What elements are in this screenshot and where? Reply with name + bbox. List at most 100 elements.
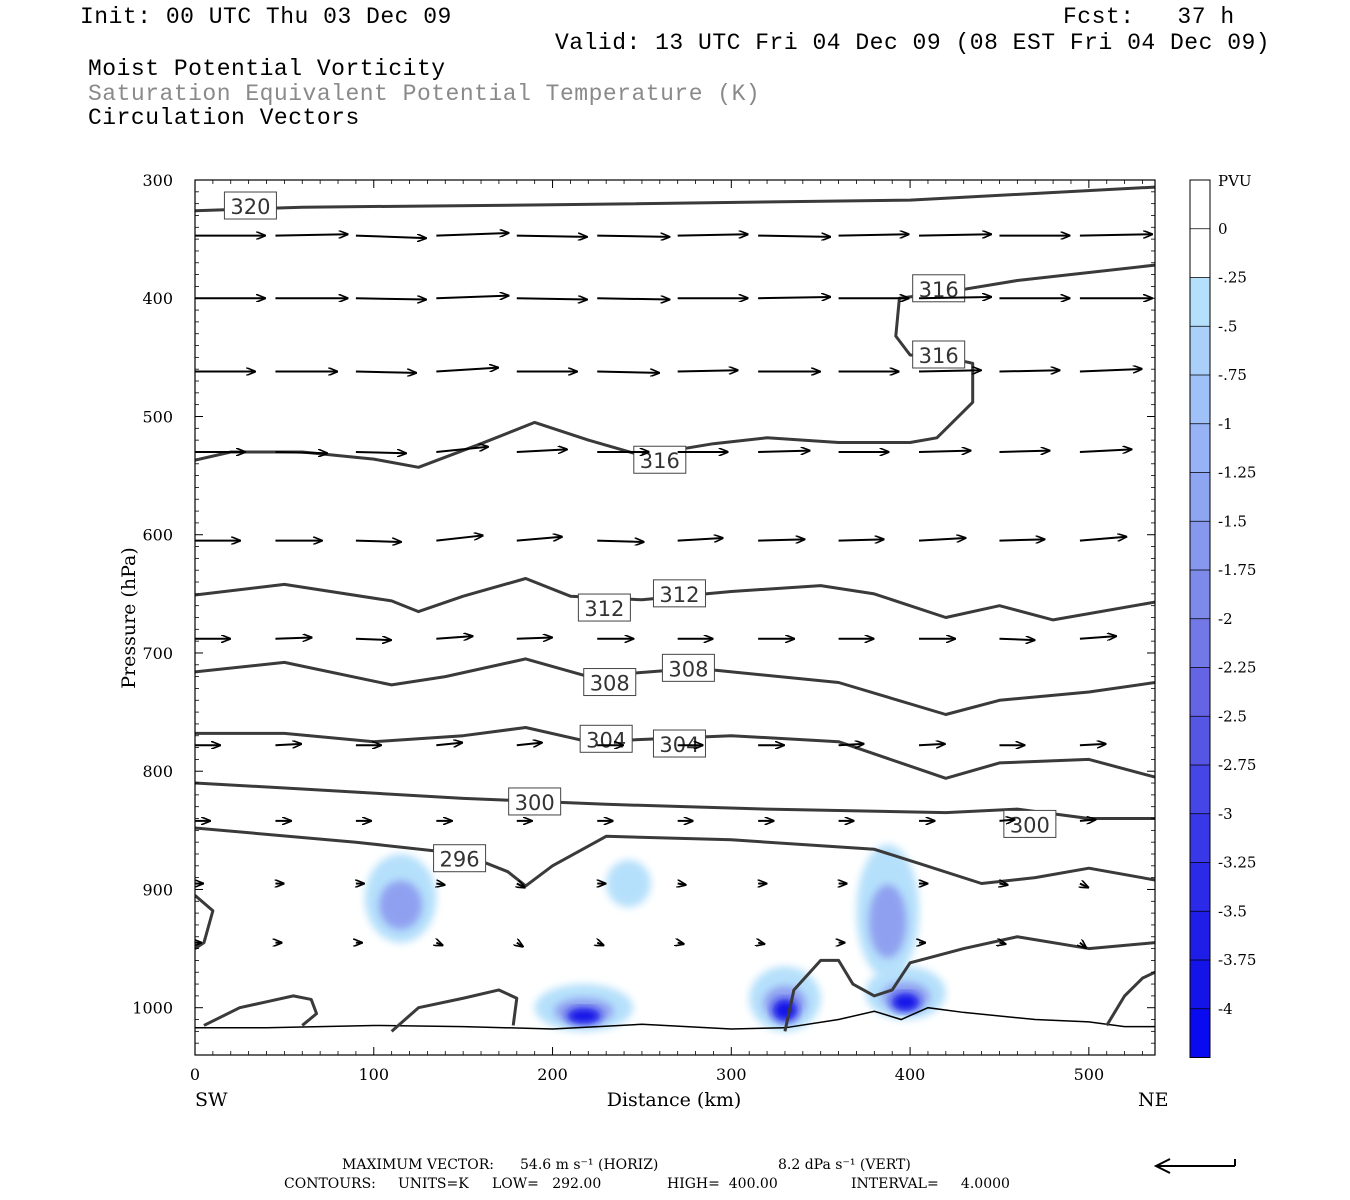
circulation-vector xyxy=(1079,636,1116,639)
x-tick-label: 300 xyxy=(716,1065,747,1084)
circulation-vector xyxy=(838,234,909,235)
circulation-vector xyxy=(999,370,1059,371)
circulation-vector xyxy=(436,233,508,236)
circulation-vector xyxy=(516,537,562,542)
y-tick-label: 700 xyxy=(142,644,173,663)
circulation-vector xyxy=(355,298,426,299)
circulation-vector xyxy=(1079,537,1126,542)
circulation-vector xyxy=(436,943,442,946)
circulation-vector xyxy=(999,943,1005,944)
x-tick-label: 0 xyxy=(190,1065,200,1084)
theta-es-contour-fragment xyxy=(203,994,319,1027)
colorbar-label: -.5 xyxy=(1218,317,1237,335)
circulation-vector xyxy=(677,370,738,371)
contours-label: CONTOURS: xyxy=(284,1176,376,1192)
circulation-vector xyxy=(1079,820,1095,821)
circulation-vector xyxy=(1080,943,1086,948)
circulation-vector xyxy=(838,744,864,745)
circulation-vector xyxy=(436,884,444,885)
mpv-region-mid xyxy=(868,884,907,959)
y-tick-label: 500 xyxy=(142,407,173,426)
circulation-vector xyxy=(918,538,965,541)
circulation-vector xyxy=(918,744,945,745)
circulation-vector xyxy=(999,884,1007,885)
contour-label-box xyxy=(508,787,562,816)
colorbar-label: -1.5 xyxy=(1218,512,1247,530)
colorbar-swatch xyxy=(1190,618,1210,668)
max-vector-label: MAXIMUM VECTOR: xyxy=(342,1157,494,1173)
circulation-vector xyxy=(758,943,764,944)
colorbar-label: -.25 xyxy=(1218,269,1247,287)
contour-label: 316 xyxy=(919,344,959,368)
circulation-vector xyxy=(517,884,525,888)
circulation-vector xyxy=(678,884,686,885)
contour-interval: INTERVAL= 4.0000 xyxy=(851,1176,1010,1192)
y-tick-label: 600 xyxy=(142,526,173,545)
colorbar-label: -2.5 xyxy=(1218,707,1247,725)
contour-units: UNITS=K xyxy=(398,1176,469,1192)
circulation-vector xyxy=(516,298,587,299)
circulation-vector xyxy=(355,372,416,373)
circulation-vector xyxy=(838,539,884,540)
colorbar-label: -1.25 xyxy=(1218,464,1256,482)
reference-vector-head xyxy=(1153,1158,1171,1174)
x-tick-label: 200 xyxy=(537,1065,568,1084)
colorbar-label: -4 xyxy=(1218,1000,1233,1018)
circulation-vector xyxy=(597,298,669,299)
circulation-vector xyxy=(758,297,830,298)
colorbar-swatch xyxy=(1190,423,1210,473)
x-tick-label: 400 xyxy=(895,1065,926,1084)
circulation-vector xyxy=(677,234,748,235)
circulation-vector xyxy=(436,296,508,299)
init-time: Init: 00 UTC Thu 03 Dec 09 xyxy=(80,4,452,30)
mpv-region-core xyxy=(566,1007,602,1025)
colorbar-swatch xyxy=(1190,1008,1210,1058)
circulation-vector xyxy=(919,370,981,371)
circulation-vector xyxy=(517,943,523,947)
contour-label-box xyxy=(661,653,715,682)
circulation-vector xyxy=(758,539,804,540)
theta-es-contour-316 xyxy=(195,263,1155,469)
theta-es-contour-300 xyxy=(195,781,1155,820)
circulation-vector xyxy=(516,743,542,746)
contour-label: 312 xyxy=(584,597,624,621)
theta-es-contour-312 xyxy=(195,577,1155,622)
y-tick-label: 800 xyxy=(142,762,173,781)
circulation-vector xyxy=(355,541,401,542)
colorbar-label: -2.25 xyxy=(1218,659,1256,677)
colorbar-swatch xyxy=(1190,765,1210,814)
contour-label-box xyxy=(912,340,966,369)
circulation-vector xyxy=(1079,744,1106,745)
circulation-vector xyxy=(597,541,643,542)
contour-label: 308 xyxy=(590,672,630,696)
y-axis-title: Pressure (hPa) xyxy=(118,547,140,689)
colorbar-label: -2.75 xyxy=(1218,756,1256,774)
theta-es-contour-fragment xyxy=(1105,970,1155,1027)
circulation-vector xyxy=(758,451,810,452)
colorbar-swatch xyxy=(1190,521,1210,570)
circulation-vector xyxy=(999,539,1044,540)
max-horiz-vector: 54.6 m s⁻¹ (HORIZ) xyxy=(520,1157,659,1173)
colorbar-label: -1 xyxy=(1218,415,1233,433)
terrain-line xyxy=(195,1006,1155,1030)
contour-low: LOW= 292.00 xyxy=(492,1176,602,1192)
contour-high: HIGH= 400.00 xyxy=(667,1176,778,1192)
plot-frame xyxy=(194,179,1156,1056)
y-tick-label: 400 xyxy=(142,289,173,308)
colorbar-label: -2 xyxy=(1218,610,1233,628)
circulation-vector xyxy=(516,449,567,452)
colorbar-label: -3.25 xyxy=(1218,854,1256,872)
circulation-vector xyxy=(919,234,991,235)
colorbar-swatch xyxy=(1190,813,1210,863)
max-vert-vector: 8.2 dPa s⁻¹ (VERT) xyxy=(778,1157,911,1173)
mpv-region-core xyxy=(891,992,920,1012)
circulation-vector xyxy=(1079,234,1152,235)
colorbar-swatch xyxy=(1190,911,1210,960)
contour-label: 312 xyxy=(659,583,699,607)
circulation-vector xyxy=(1079,369,1142,372)
mpv-region-core xyxy=(772,998,798,1022)
circulation-vector xyxy=(918,451,971,452)
colorbar-label: -.75 xyxy=(1218,366,1247,384)
theta-es-contour-fragment xyxy=(390,988,519,1033)
